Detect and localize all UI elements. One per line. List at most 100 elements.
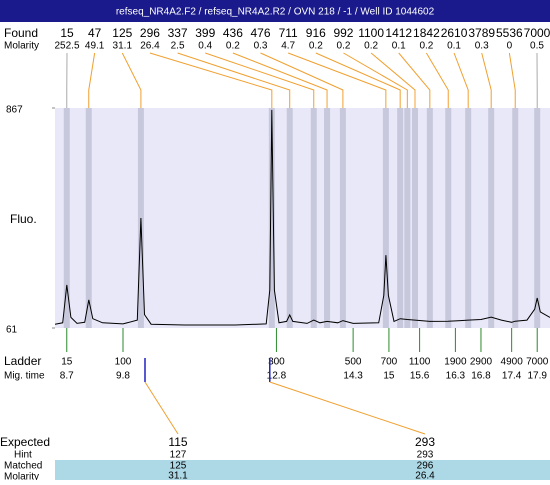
expected-label: Expected (0, 435, 50, 449)
molarity-label: Molarity (4, 41, 39, 52)
peak-leader (89, 53, 95, 108)
peak-band (512, 108, 518, 328)
ladder-time: 16.8 (471, 371, 491, 382)
ladder-time: 14.3 (343, 371, 363, 382)
y-axis-label: Fluo. (10, 212, 37, 226)
found-molarity: 0.3 (475, 41, 489, 52)
found-molarity: 0.2 (419, 41, 433, 52)
found-molarity: 4.7 (281, 41, 295, 52)
found-size: 47 (88, 26, 102, 40)
expected-leader (270, 382, 425, 434)
found-size: 15 (60, 26, 74, 40)
found-molarity: 0.1 (392, 41, 406, 52)
found-size: 7000 (524, 26, 550, 40)
expected-molarity-label: Molarity (4, 472, 39, 480)
ladder-size: 500 (345, 357, 362, 368)
ladder-size: 1100 (409, 357, 431, 368)
peak-band (488, 108, 494, 328)
found-size: 399 (195, 26, 215, 40)
found-molarity: 0.5 (530, 41, 544, 52)
peak-band (412, 108, 418, 328)
found-molarity: 0.1 (447, 41, 461, 52)
peak-leader (343, 53, 407, 108)
found-size: 3789 (468, 26, 495, 40)
peak-band (404, 108, 410, 328)
matched-label: Matched (4, 461, 42, 472)
peak-band (311, 108, 317, 328)
found-molarity: 0 (507, 41, 513, 52)
peak-leader (122, 53, 141, 108)
found-size: 1842 (413, 26, 440, 40)
migtime-label: Mig. time (4, 371, 45, 382)
found-size: 296 (140, 26, 160, 40)
peak-band (340, 108, 346, 328)
peak-band (427, 108, 433, 328)
ladder-time: 16.3 (446, 371, 466, 382)
ladder-time: 8.7 (60, 371, 74, 382)
y-tick-label: 867 (6, 105, 23, 116)
found-size: 1412 (385, 26, 412, 40)
found-size: 436 (223, 26, 243, 40)
peak-leader (178, 53, 290, 108)
found-molarity: 31.1 (113, 41, 133, 52)
found-size: 337 (168, 26, 188, 40)
ladder-size: 2900 (470, 357, 493, 368)
found-label: Found (4, 26, 38, 40)
ladder-size: 300 (268, 357, 285, 368)
peak-band (86, 108, 92, 328)
found-size: 125 (112, 26, 132, 40)
ladder-time: 15 (383, 371, 395, 382)
chart-title: refseq_NR4A2.F2 / refseq_NR4A2.R2 / OVN … (116, 7, 435, 18)
ladder-label: Ladder (4, 354, 41, 368)
found-size: 476 (251, 26, 271, 40)
matched-band (55, 460, 550, 471)
expected-leader (145, 382, 178, 434)
ladder-size: 7000 (526, 357, 549, 368)
ladder-time: 17.9 (527, 371, 547, 382)
found-molarity: 0.4 (198, 41, 212, 52)
ladder-size: 4900 (501, 357, 524, 368)
ladder-size: 100 (115, 357, 132, 368)
peak-leader (454, 53, 468, 108)
expected-hint: 127 (170, 450, 187, 461)
found-molarity: 0.2 (309, 41, 323, 52)
found-molarity: 26.4 (140, 41, 160, 52)
found-size: 1100 (358, 26, 384, 40)
found-molarity: 252.5 (54, 41, 79, 52)
found-molarity: 0.3 (254, 41, 268, 52)
peak-band (397, 108, 403, 328)
found-size: 2610 (441, 26, 468, 40)
expected-size: 293 (415, 435, 435, 449)
hint-label: Hint (14, 450, 32, 461)
plot-area (55, 108, 550, 328)
found-molarity: 0.2 (364, 41, 378, 52)
expected-molarity: 26.4 (415, 471, 435, 480)
ladder-time: 17.4 (502, 371, 522, 382)
ladder-size: 15 (61, 357, 73, 368)
found-size: 916 (306, 26, 326, 40)
ladder-size: 700 (381, 357, 398, 368)
peak-leader (482, 53, 491, 108)
peak-band (445, 108, 451, 328)
ladder-time: 15.6 (410, 371, 430, 382)
y-tick-label: 61 (6, 325, 18, 336)
ladder-time: 9.8 (116, 371, 130, 382)
expected-molarity: 31.1 (168, 471, 188, 480)
peak-band (534, 108, 540, 328)
peak-band (64, 108, 70, 328)
found-molarity: 2.5 (171, 41, 185, 52)
ladder-size: 1900 (444, 357, 467, 368)
found-molarity: 0.2 (337, 41, 351, 52)
found-size: 711 (279, 26, 298, 40)
found-size: 992 (333, 26, 353, 40)
peak-band (287, 108, 293, 328)
peak-band (324, 108, 330, 328)
molarity-band (55, 471, 550, 480)
peak-leader (509, 53, 515, 108)
found-size: 5536 (496, 26, 523, 40)
expected-hint: 293 (417, 450, 434, 461)
found-molarity: 0.2 (226, 41, 240, 52)
expected-size: 115 (168, 435, 187, 449)
found-molarity: 49.1 (85, 41, 105, 52)
